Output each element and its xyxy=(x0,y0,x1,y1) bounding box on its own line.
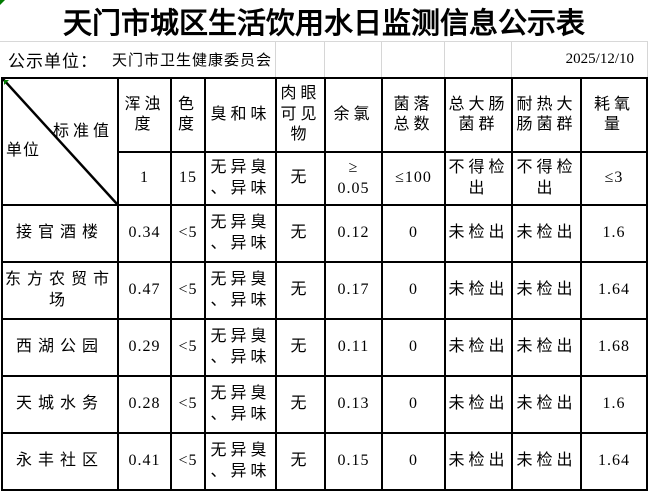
standard-value-cell[interactable]: 15 xyxy=(170,151,206,206)
value-cell[interactable]: 未检出 xyxy=(511,375,582,434)
standard-value-cell[interactable]: 1 xyxy=(117,151,172,206)
diagonal-line xyxy=(4,80,116,203)
value-cell[interactable]: 1.64 xyxy=(580,432,648,491)
value-cell[interactable]: 0.11 xyxy=(324,318,383,377)
site-name-cell[interactable]: 东方农贸市 场 xyxy=(1,261,119,320)
value-cell[interactable]: 无 xyxy=(275,261,326,320)
table-row: 接官酒楼 0.34 <5 无异臭 、异味无 0.12 0 未检出 未检出 1.6 xyxy=(1,204,648,263)
value-cell[interactable]: <5 xyxy=(170,204,206,263)
publisher-label: 公示单位： xyxy=(8,52,98,71)
column-header[interactable]: 总大肠 菌群 xyxy=(444,77,513,153)
value-cell[interactable]: 未检出 xyxy=(511,261,582,320)
table-row: 西湖公园 0.29 <5 无异臭 、异味无 0.11 0 未检出 未检出 1.68 xyxy=(1,318,648,377)
value-cell[interactable]: 1.68 xyxy=(580,318,648,377)
corner-cell[interactable]: 标准值 单位 xyxy=(1,77,119,206)
header-row: 标准值 单位 浑浊 度色 度臭和味 肉眼 可见 物余氯 菌落 总数 总大肠 菌群 耐热大… xyxy=(1,77,648,206)
value-cell[interactable]: 未检出 xyxy=(444,261,513,320)
value-cell[interactable]: 未检出 xyxy=(511,204,582,263)
empty-cell[interactable] xyxy=(445,42,512,77)
empty-cell[interactable] xyxy=(382,42,445,77)
site-name-cell[interactable]: 天城水务 xyxy=(1,375,119,434)
standard-value-cell[interactable]: ≤100 xyxy=(381,151,446,206)
column-header[interactable]: 色 度 xyxy=(170,77,206,153)
site-name-cell[interactable]: 永丰社区 xyxy=(1,432,119,491)
value-cell[interactable]: <5 xyxy=(170,375,206,434)
corner-label-standard: 标准值 xyxy=(52,123,113,140)
value-cell[interactable]: 0 xyxy=(381,204,446,263)
value-cell[interactable]: 未检出 xyxy=(444,318,513,377)
page-title[interactable]: 天门市城区生活饮用水日监测信息公示表 xyxy=(0,0,648,42)
publisher-cell[interactable]: 公示单位： 天门市卫生健康委员会 xyxy=(0,42,276,77)
value-cell[interactable]: 0 xyxy=(381,375,446,434)
value-cell[interactable]: 0 xyxy=(381,318,446,377)
value-cell[interactable]: 0 xyxy=(381,261,446,320)
empty-cell[interactable] xyxy=(276,42,325,77)
site-name-cell[interactable]: 接官酒楼 xyxy=(1,204,119,263)
value-cell[interactable]: <5 xyxy=(170,318,206,377)
table-row: 天城水务 0.28 <5 无异臭 、异味无 0.13 0 未检出 未检出 1.6 xyxy=(1,375,648,434)
column-header[interactable]: 菌落 总数 xyxy=(381,77,446,153)
column-header[interactable]: 臭和味 xyxy=(204,77,277,153)
value-cell[interactable]: 0.41 xyxy=(117,432,172,491)
publisher-name: 天门市卫生健康委员会 xyxy=(112,53,273,69)
info-row: 公示单位： 天门市卫生健康委员会 2025/12/10 xyxy=(0,42,648,77)
standard-value-cell[interactable]: 无异臭 、异味 xyxy=(204,151,277,206)
standard-value-cell[interactable]: 无 xyxy=(275,151,326,206)
value-cell[interactable]: <5 xyxy=(170,261,206,320)
value-cell[interactable]: 1.6 xyxy=(580,375,648,434)
standard-value-cell[interactable]: 不得检 出 xyxy=(444,151,513,206)
value-cell[interactable]: 1.64 xyxy=(580,261,648,320)
value-cell[interactable]: 0.17 xyxy=(324,261,383,320)
cell-error-indicator-icon xyxy=(0,0,5,5)
value-cell[interactable]: 无异臭 、异味 xyxy=(204,375,277,434)
value-cell[interactable]: 0 xyxy=(381,432,446,491)
column-header[interactable]: 耗氧 量 xyxy=(580,77,648,153)
column-header[interactable]: 浑浊 度 xyxy=(117,77,172,153)
standard-value-row: 1 15 无异臭 、异味无 ≥ 0.05 ≤100 不得检 出不得检 出 ≤3 xyxy=(2,151,648,206)
value-cell[interactable]: 无 xyxy=(275,375,326,434)
table-row: 永丰社区 0.41 <5 无异臭 、异味无 0.15 0 未检出 未检出 1.64 xyxy=(1,432,648,491)
value-cell[interactable]: 0.13 xyxy=(324,375,383,434)
standard-value-cell[interactable]: ≤3 xyxy=(580,151,648,206)
value-cell[interactable]: 未检出 xyxy=(444,375,513,434)
value-cell[interactable]: 未检出 xyxy=(444,432,513,491)
value-cell[interactable]: 0.12 xyxy=(324,204,383,263)
cell-error-indicator-icon xyxy=(4,80,9,85)
value-cell[interactable]: 1.6 xyxy=(580,204,648,263)
column-header[interactable]: 耐热大 肠菌群 xyxy=(511,77,582,153)
value-cell[interactable]: 无异臭 、异味 xyxy=(204,261,277,320)
column-header[interactable]: 余氯 xyxy=(324,77,383,153)
value-cell[interactable]: 无异臭 、异味 xyxy=(204,432,277,491)
value-cell[interactable]: 0.34 xyxy=(117,204,172,263)
value-cell[interactable]: 未检出 xyxy=(511,432,582,491)
value-cell[interactable]: <5 xyxy=(170,432,206,491)
standard-value-cell[interactable]: 不得检 出 xyxy=(511,151,582,206)
value-cell[interactable]: 未检出 xyxy=(511,318,582,377)
value-cell[interactable]: 无异臭 、异味 xyxy=(204,204,277,263)
table-row: 东方农贸市 场 0.47 <5 无异臭 、异味无 0.17 0 未检出 未检出 1.64 xyxy=(1,261,648,320)
value-cell[interactable]: 未检出 xyxy=(444,204,513,263)
date-cell[interactable]: 2025/12/10 xyxy=(512,42,648,77)
value-cell[interactable]: 无 xyxy=(275,204,326,263)
value-cell[interactable]: 无 xyxy=(275,432,326,491)
value-cell[interactable]: 0.29 xyxy=(117,318,172,377)
monitoring-table: 标准值 单位 浑浊 度色 度臭和味 肉眼 可见 物余氯 菌落 总数 总大肠 菌群 耐热大… xyxy=(1,77,648,491)
value-cell[interactable]: 无异臭 、异味 xyxy=(204,318,277,377)
value-cell[interactable]: 无 xyxy=(275,318,326,377)
empty-cell[interactable] xyxy=(325,42,382,77)
column-header[interactable]: 肉眼 可见 物 xyxy=(275,77,326,153)
value-cell[interactable]: 0.28 xyxy=(117,375,172,434)
standard-value-cell[interactable]: ≥ 0.05 xyxy=(324,151,383,206)
value-cell[interactable]: 0.47 xyxy=(117,261,172,320)
site-name-cell[interactable]: 西湖公园 xyxy=(1,318,119,377)
value-cell[interactable]: 0.15 xyxy=(324,432,383,491)
corner-label-unit: 单位 xyxy=(6,142,41,159)
